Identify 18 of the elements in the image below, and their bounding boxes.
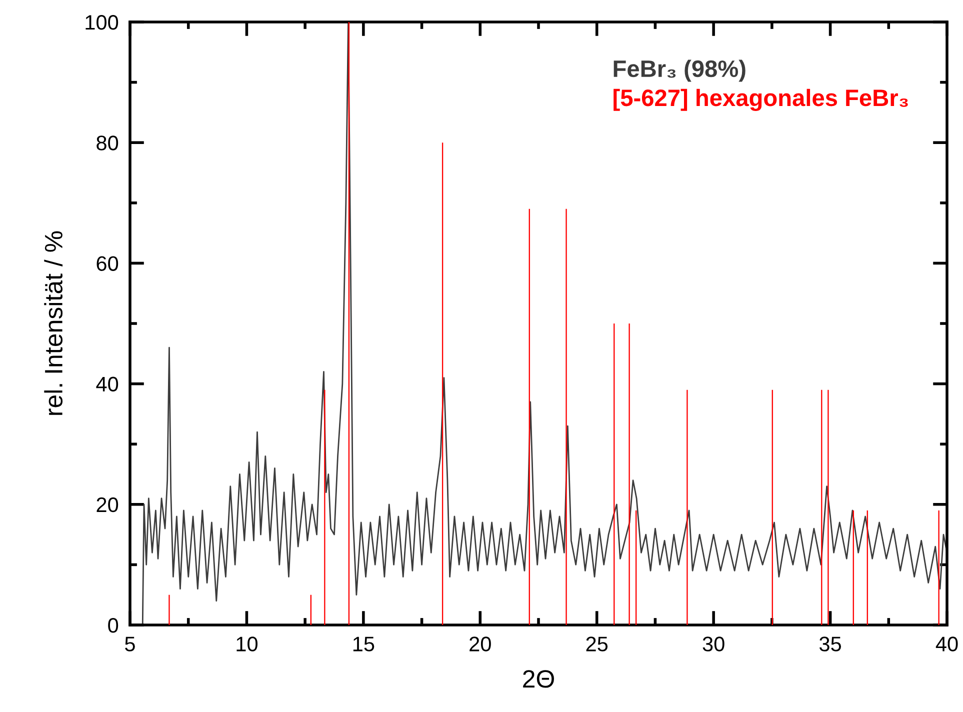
x-axis-title: 2Θ [523, 670, 554, 688]
y-tick-label: 0 [108, 618, 118, 633]
x-tick-label: 40 [936, 636, 958, 652]
x-tick-label: 30 [702, 636, 724, 652]
y-tick-label: 80 [96, 136, 118, 150]
y-tick-label: 100 [86, 15, 118, 30]
x-tick-label: 25 [586, 636, 608, 652]
x-tick-label: 20 [470, 636, 491, 652]
y-tick-label: 40 [96, 376, 118, 392]
y-tick-label: 20 [96, 497, 118, 512]
text: [5-627] hexagonales FeBr₃ [614, 88, 908, 111]
x-tick-label: 35 [819, 636, 841, 652]
y-tick-label: 60 [96, 256, 118, 271]
text: FeBr₃ (98%) [614, 60, 746, 82]
x-tick-label: 15 [353, 636, 374, 652]
x-tick-label: 5 [125, 636, 135, 652]
x-tick-label: 10 [236, 636, 258, 652]
y-axis-title: rel. Intensität / % [44, 231, 63, 415]
